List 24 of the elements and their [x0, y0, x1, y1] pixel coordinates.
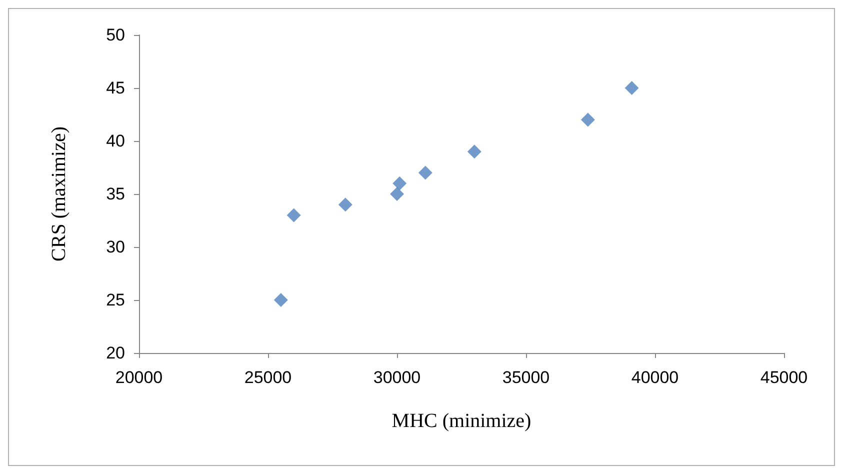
point — [467, 144, 482, 159]
point — [338, 198, 352, 212]
point — [390, 187, 404, 201]
y-tick-label: 30 — [106, 238, 125, 256]
x-tick-label: 25000 — [244, 368, 292, 387]
x-tick-label: 40000 — [631, 368, 679, 387]
point — [418, 166, 432, 180]
x-tick-label: 35000 — [502, 368, 550, 387]
point — [274, 293, 288, 307]
y-tick-label: 45 — [106, 78, 125, 98]
x-tick-label: 45000 — [760, 368, 808, 387]
y-tick-label: 20 — [106, 344, 125, 362]
y-tick-label: 50 — [106, 26, 125, 44]
x-axis-title: MHC (minimize) — [392, 410, 532, 432]
y-axis-title: CRS (maximize) — [48, 126, 70, 262]
x-tick-label: 20000 — [115, 368, 163, 387]
y-tick-label: 25 — [106, 290, 125, 310]
point — [580, 112, 595, 127]
point — [392, 176, 407, 190]
point — [286, 208, 301, 222]
y-tick-label: 40 — [106, 132, 125, 150]
point — [624, 81, 639, 95]
y-tick-label: 35 — [106, 184, 125, 204]
x-tick-label: 30000 — [373, 368, 421, 387]
